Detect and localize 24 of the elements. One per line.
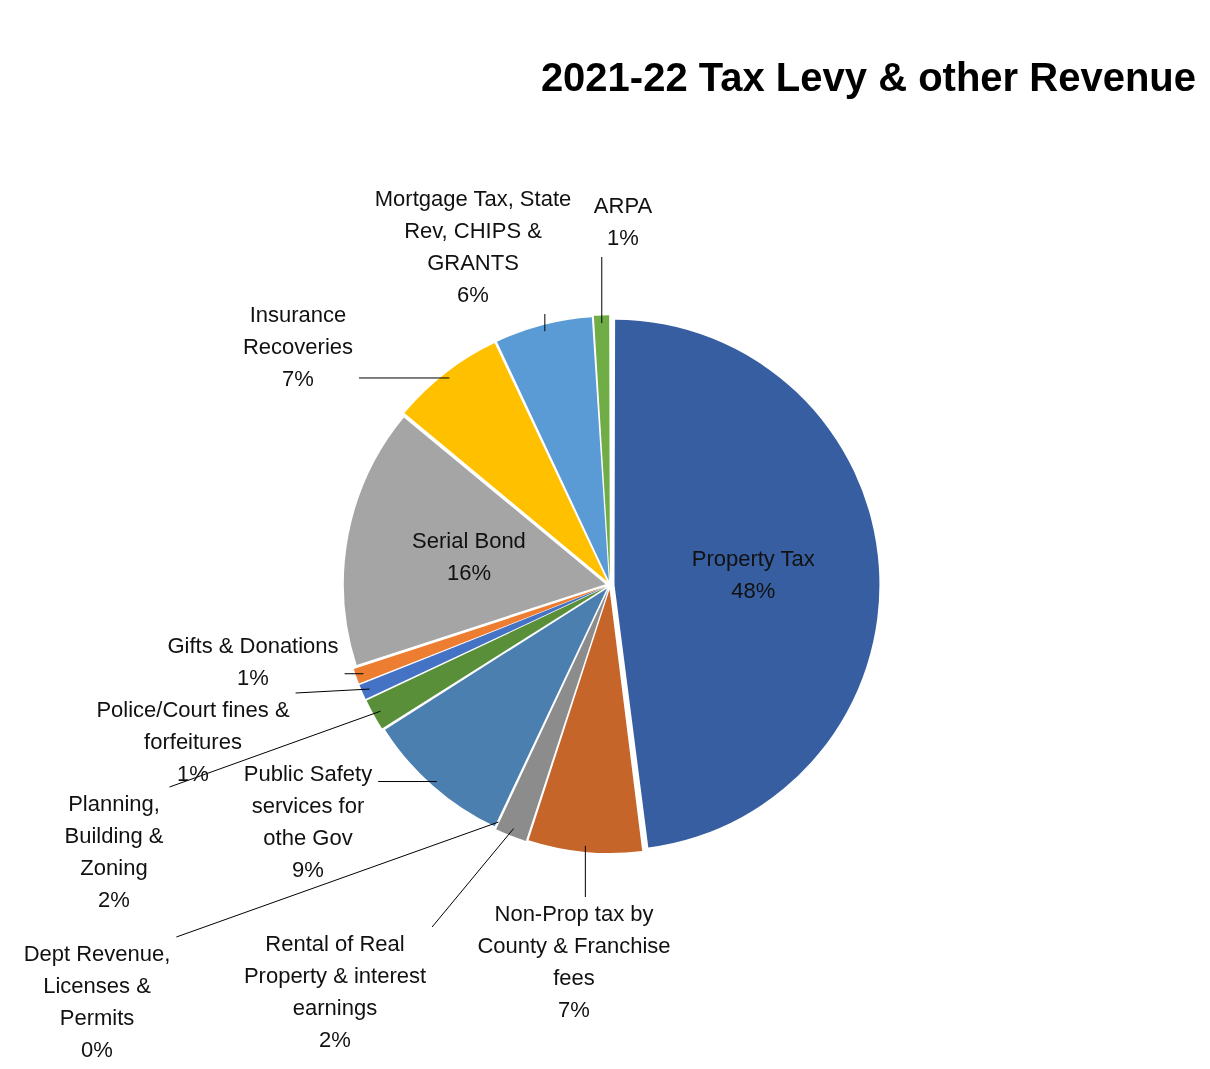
data-label: 2% [98, 887, 130, 913]
data-label: 16% [446, 560, 492, 586]
data-label: 2% [319, 1027, 351, 1053]
slice-label: Police/Court fines & forfeitures [96, 697, 290, 755]
slice-label: Rental of Real Property & interest earnings [243, 931, 427, 1021]
slice-label: Property Tax [691, 546, 815, 572]
slice-label: Mortgage Tax, State Rev, CHIPS & GRANTS [374, 186, 572, 276]
data-label: 1% [607, 225, 639, 251]
slice-label: Serial Bond [412, 528, 526, 554]
text: 0% [81, 1037, 113, 1063]
chart-title: 2021-22 Tax Levy & other Revenue [540, 55, 1196, 100]
data-label: 6% [457, 282, 489, 308]
slice-label: ARPA [593, 193, 653, 219]
data-label: 1% [237, 665, 269, 691]
data-label: 7% [282, 366, 314, 392]
slice-label: Non-Prop tax by County & Franchise fees [477, 901, 671, 991]
data-label: 48% [731, 578, 776, 604]
slice-label: Gifts & Donations [167, 633, 339, 659]
category-label: Dept Revenue, Licenses & Permits [23, 941, 171, 1031]
slice-label: Public Safety services for othe Gov [243, 761, 373, 851]
data-label: 7% [558, 997, 590, 1023]
slice-label: Planning, Building & Zoning [64, 791, 164, 881]
slice-label: Insurance Recoveries [242, 302, 354, 360]
data-label: 9% [292, 857, 324, 883]
